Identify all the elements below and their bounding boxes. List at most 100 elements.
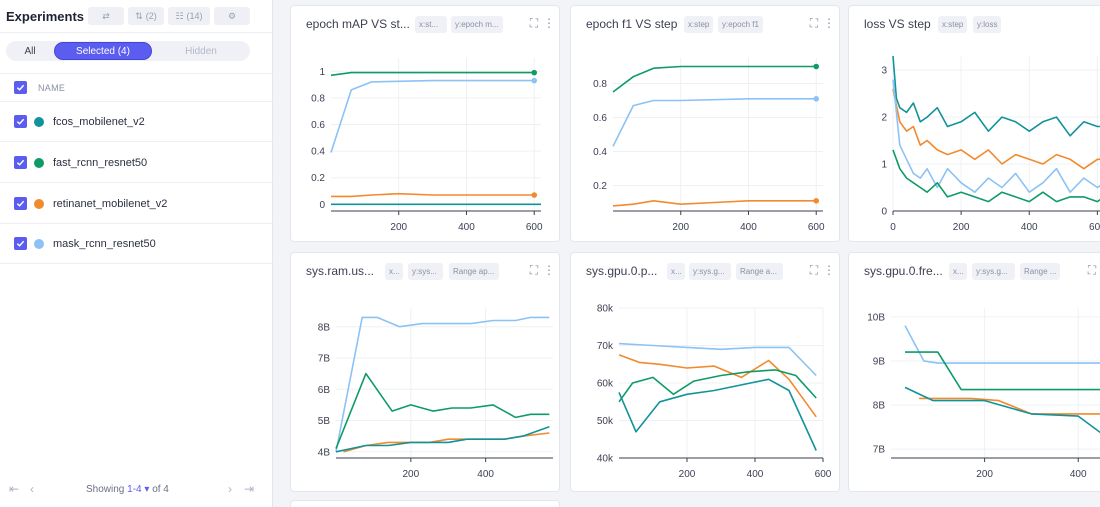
- x-tick-label: 200: [390, 222, 407, 233]
- y-tick-label: 7B: [873, 445, 886, 456]
- experiment-checkbox[interactable]: [14, 237, 27, 250]
- experiment-row[interactable]: fast_rcnn_resnet50: [0, 143, 273, 183]
- gear-icon: ⚙: [227, 10, 237, 21]
- series-end-point[interactable]: [531, 69, 538, 76]
- y-axis-tag[interactable]: y:sys.g...: [689, 263, 731, 280]
- x-axis-tag[interactable]: x...: [667, 263, 685, 280]
- range-tag[interactable]: Range ap...: [449, 263, 499, 280]
- y-tick-label: 0.6: [593, 113, 607, 124]
- x-axis-tag[interactable]: x...: [385, 263, 403, 280]
- series-end-point[interactable]: [813, 198, 820, 204]
- series-line[interactable]: [330, 71, 535, 77]
- series-end-point[interactable]: [531, 77, 538, 84]
- next-page-icon[interactable]: ›: [228, 482, 232, 496]
- experiment-checkbox[interactable]: [14, 197, 27, 210]
- experiment-name: fast_rcnn_resnet50: [53, 156, 148, 169]
- y-axis-tag[interactable]: y:epoch f1: [718, 16, 763, 33]
- select-all-checkbox[interactable]: [14, 81, 27, 94]
- series-line[interactable]: [892, 79, 1100, 193]
- experiment-checkbox[interactable]: [14, 115, 27, 128]
- columns-button[interactable]: ☷ (14): [168, 7, 210, 25]
- series-line[interactable]: [892, 88, 1100, 170]
- more-icon[interactable]: ⋮: [823, 16, 835, 30]
- y-tick-label: 40k: [597, 454, 614, 465]
- range-tag[interactable]: Range a...: [736, 263, 783, 280]
- series-end-point[interactable]: [531, 192, 538, 198]
- prev-page-icon[interactable]: ‹: [30, 482, 34, 496]
- expand-icon[interactable]: ⛶: [529, 16, 539, 30]
- series-line[interactable]: [618, 369, 817, 403]
- series-line[interactable]: [612, 98, 817, 147]
- y-axis-tag[interactable]: y:sys...: [408, 263, 443, 280]
- y-tick-label: 0: [319, 200, 325, 211]
- series-line[interactable]: [904, 386, 1100, 440]
- expand-icon[interactable]: ⛶: [1087, 263, 1097, 277]
- x-tick-label: 400: [1021, 222, 1038, 233]
- x-tick-label: 200: [976, 469, 993, 480]
- series-line[interactable]: [618, 342, 817, 377]
- y-tick-label: 0.8: [593, 79, 607, 90]
- range-tag[interactable]: Range ...: [1020, 263, 1060, 280]
- series-line[interactable]: [335, 426, 550, 453]
- series-line[interactable]: [331, 192, 535, 198]
- series-line[interactable]: [612, 200, 817, 207]
- last-page-icon[interactable]: ⇥: [244, 482, 255, 496]
- sort-button[interactable]: ⇅ (2): [128, 7, 164, 25]
- series-line[interactable]: [612, 65, 817, 93]
- expand-icon[interactable]: ⛶: [809, 263, 819, 277]
- check-icon: [16, 200, 25, 207]
- more-icon[interactable]: ⋮: [823, 263, 835, 277]
- sliders-icon: ⇄: [102, 10, 110, 21]
- check-icon: [16, 84, 25, 91]
- more-icon[interactable]: ⋮: [543, 16, 555, 30]
- experiment-row[interactable]: retinanet_mobilenet_v2: [0, 184, 273, 224]
- y-tick-label: 8B: [873, 401, 886, 412]
- chevron-down-icon[interactable]: ▾: [144, 483, 150, 495]
- y-tick-label: 80k: [597, 304, 614, 315]
- page-total: of 4: [152, 483, 169, 495]
- more-icon[interactable]: ⋮: [543, 263, 555, 277]
- panel-title: sys.gpu.0.p...: [586, 264, 658, 278]
- series-line[interactable]: [618, 378, 817, 451]
- y-tick-label: 1: [881, 160, 887, 171]
- series-line[interactable]: [905, 351, 1100, 391]
- x-tick-label: 400: [458, 222, 475, 233]
- series-line[interactable]: [919, 397, 1100, 415]
- tab-all[interactable]: All: [24, 45, 36, 57]
- x-tick-label: 600: [1089, 222, 1100, 233]
- series-line[interactable]: [335, 372, 550, 449]
- experiment-checkbox[interactable]: [14, 156, 27, 169]
- experiment-name: fcos_mobilenet_v2: [53, 115, 145, 128]
- sidebar-header: Experiments ⇄ ⇅ (2) ☷ (14) ⚙: [0, 0, 272, 33]
- panel-title: sys.ram.us...: [306, 264, 375, 278]
- x-tick-label: 400: [477, 469, 494, 480]
- x-axis-tag[interactable]: x:st...: [415, 16, 447, 33]
- columns-count: (14): [186, 11, 203, 21]
- series-end-point[interactable]: [813, 96, 820, 102]
- x-axis-tag[interactable]: x:step: [938, 16, 968, 33]
- x-axis-tag[interactable]: x...: [949, 263, 967, 280]
- series-end-point[interactable]: [813, 63, 820, 70]
- experiment-row[interactable]: mask_rcnn_resnet50: [0, 224, 273, 264]
- expand-icon[interactable]: ⛶: [529, 263, 539, 277]
- x-tick-label: 600: [808, 222, 825, 233]
- series-line[interactable]: [618, 354, 817, 418]
- y-axis-tag[interactable]: y:sys.g...: [972, 263, 1015, 280]
- series-line[interactable]: [335, 316, 550, 452]
- first-page-icon[interactable]: ⇤: [9, 482, 20, 496]
- filter-button[interactable]: ⇄: [88, 7, 124, 25]
- tab-hidden[interactable]: Hidden: [185, 45, 217, 57]
- series-line[interactable]: [892, 149, 1100, 203]
- page-range-select[interactable]: 1-4: [127, 483, 142, 495]
- y-axis-tag[interactable]: y:loss: [973, 16, 1002, 33]
- settings-button[interactable]: ⚙: [214, 7, 250, 25]
- experiment-row[interactable]: fcos_mobilenet_v2: [0, 102, 273, 142]
- y-axis-tag[interactable]: y:epoch m...: [451, 16, 503, 33]
- tab-selected[interactable]: Selected (4): [54, 42, 152, 60]
- x-tick-label: 600: [815, 469, 832, 480]
- x-axis-tag[interactable]: x:step: [684, 16, 714, 33]
- series-line[interactable]: [330, 79, 535, 153]
- expand-icon[interactable]: ⛶: [809, 16, 819, 30]
- series-line[interactable]: [892, 55, 1100, 137]
- series-line[interactable]: [904, 325, 1100, 364]
